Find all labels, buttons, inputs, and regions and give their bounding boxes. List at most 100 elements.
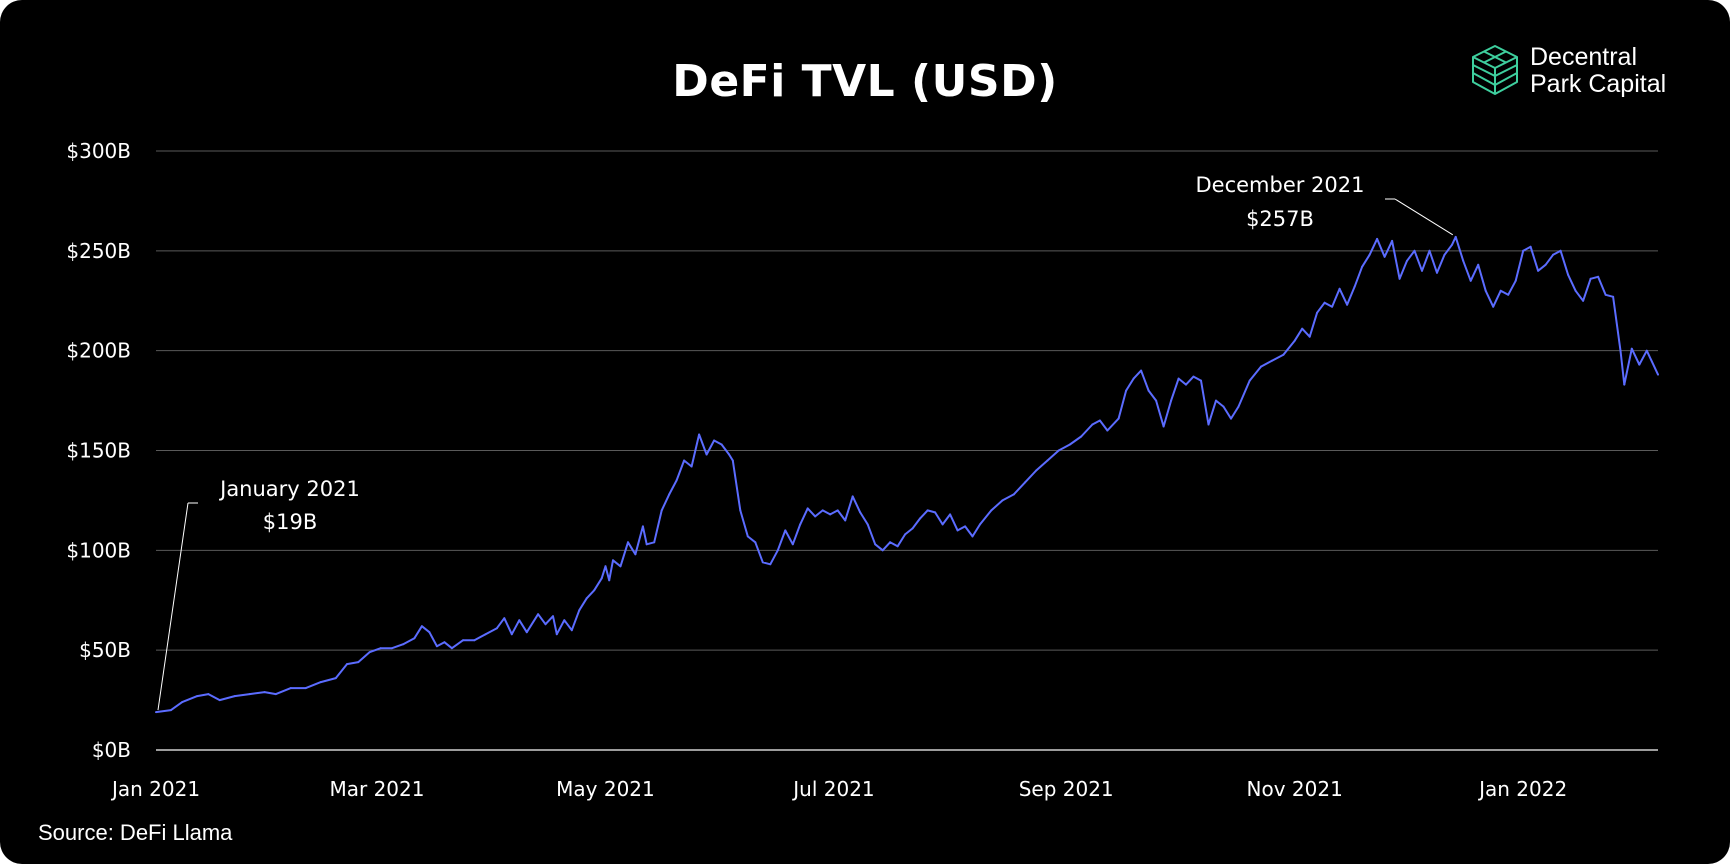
data-point — [964, 525, 967, 528]
data-point — [675, 479, 678, 482]
x-tick-label: May 2021 — [556, 777, 655, 801]
data-point — [1155, 399, 1158, 402]
data-point — [1125, 389, 1128, 392]
data-point — [799, 523, 802, 526]
data-point — [1091, 423, 1094, 426]
data-point — [866, 523, 869, 526]
data-point — [1645, 349, 1648, 352]
brand-logo: Decentral Park Capital — [1470, 44, 1666, 98]
data-point — [1260, 365, 1262, 368]
data-point — [585, 597, 588, 600]
brand-line-2: Park Capital — [1530, 70, 1667, 98]
data-point — [1451, 243, 1453, 246]
data-point — [435, 645, 438, 648]
data-point — [821, 509, 824, 512]
data-point — [1080, 435, 1083, 438]
annotations: January 2021 $19B December 2021 $257B — [157, 173, 1454, 711]
data-point — [1057, 449, 1060, 452]
data-point — [1484, 289, 1487, 292]
data-point — [1140, 369, 1143, 372]
annotation-leader-january — [157, 502, 189, 711]
data-point — [1383, 255, 1386, 258]
y-tick-label: $50B — [79, 638, 131, 662]
data-point — [612, 559, 614, 562]
data-point — [443, 641, 446, 644]
data-point — [1117, 417, 1120, 420]
data-point — [1443, 253, 1446, 256]
data-point — [155, 711, 157, 714]
data-point — [1630, 347, 1633, 350]
data-point — [713, 439, 716, 442]
annotation-leader-december — [1394, 198, 1454, 236]
data-point — [836, 509, 839, 512]
x-axis-ticks: Jan 2021 Mar 2021 May 2021 Jul 2021 Sep 2021… — [110, 777, 1567, 801]
data-point — [956, 529, 959, 532]
data-point — [1132, 377, 1135, 380]
data-point — [971, 535, 974, 538]
data-point — [495, 627, 498, 630]
annotation-january-label: January 2021 — [218, 477, 360, 501]
y-tick-label: $200B — [66, 339, 131, 363]
data-point — [1582, 299, 1585, 302]
data-point — [990, 509, 993, 512]
data-point — [1514, 279, 1517, 282]
data-point — [1537, 269, 1540, 272]
data-point — [484, 633, 487, 636]
data-point — [1368, 253, 1371, 256]
y-tick-label: $250B — [66, 239, 131, 263]
data-point — [578, 609, 581, 612]
data-point — [1413, 249, 1416, 252]
y-tick-label: $100B — [66, 538, 131, 562]
data-point — [503, 617, 506, 620]
data-point — [462, 639, 465, 642]
data-point — [604, 565, 607, 568]
data-point — [814, 515, 817, 518]
data-point — [1462, 259, 1465, 262]
data-point — [1361, 265, 1364, 268]
data-point — [1376, 237, 1379, 240]
data-point — [379, 647, 382, 650]
data-point — [218, 699, 221, 702]
data-point — [1001, 499, 1004, 502]
data-point — [1428, 249, 1431, 252]
data-point — [1147, 389, 1150, 392]
data-point — [829, 513, 832, 516]
data-point — [1604, 293, 1607, 296]
data-point — [1406, 259, 1408, 262]
data-point — [859, 511, 862, 514]
data-point — [1638, 363, 1641, 366]
x-tick-label: Jan 2021 — [110, 777, 200, 801]
data-point — [1237, 405, 1240, 408]
data-point — [690, 465, 693, 468]
data-point — [1200, 379, 1202, 382]
data-point — [1597, 275, 1600, 278]
data-point — [537, 613, 540, 616]
data-point — [170, 709, 172, 712]
data-point — [728, 453, 731, 456]
data-point — [1301, 327, 1304, 330]
data-point — [1177, 377, 1180, 380]
data-point — [761, 561, 764, 564]
data-point — [653, 541, 656, 544]
data-point — [391, 647, 393, 650]
series-layer — [155, 235, 1659, 714]
data-point — [428, 631, 431, 634]
data-point — [1522, 249, 1525, 252]
data-point — [919, 517, 922, 520]
source-note: Source: DeFi Llama — [38, 820, 233, 845]
data-point — [1574, 289, 1577, 292]
data-point — [979, 523, 981, 526]
data-point — [776, 549, 779, 552]
data-point — [1421, 269, 1423, 272]
data-point — [420, 625, 423, 628]
data-point — [600, 577, 603, 580]
data-point — [181, 701, 184, 704]
data-point — [1248, 379, 1251, 382]
data-point — [1469, 279, 1472, 282]
data-point — [754, 541, 757, 544]
data-point — [555, 633, 558, 636]
data-point — [1552, 253, 1555, 256]
data-point — [904, 533, 907, 536]
data-point — [1293, 339, 1296, 342]
